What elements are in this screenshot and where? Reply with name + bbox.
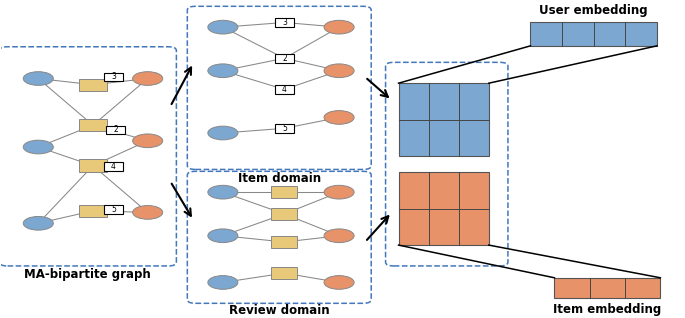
Text: MA-bipartite graph: MA-bipartite graph: [25, 268, 151, 281]
Text: 4: 4: [282, 85, 287, 94]
FancyBboxPatch shape: [104, 162, 123, 171]
Text: 2: 2: [282, 54, 287, 63]
Circle shape: [23, 72, 53, 85]
FancyBboxPatch shape: [554, 278, 660, 298]
FancyBboxPatch shape: [79, 119, 107, 131]
FancyBboxPatch shape: [0, 47, 176, 266]
Circle shape: [208, 185, 238, 199]
FancyBboxPatch shape: [275, 54, 294, 63]
FancyBboxPatch shape: [271, 186, 297, 198]
FancyBboxPatch shape: [271, 267, 297, 279]
FancyBboxPatch shape: [275, 124, 294, 133]
Circle shape: [23, 217, 53, 230]
Text: User embedding: User embedding: [539, 3, 648, 17]
Circle shape: [133, 72, 163, 85]
FancyBboxPatch shape: [386, 62, 508, 266]
FancyBboxPatch shape: [79, 79, 107, 91]
Circle shape: [208, 64, 238, 78]
Circle shape: [324, 229, 354, 243]
Text: 2: 2: [113, 125, 118, 135]
Text: Item domain: Item domain: [238, 172, 321, 185]
Text: 4: 4: [111, 162, 116, 171]
FancyBboxPatch shape: [275, 18, 294, 27]
Circle shape: [208, 20, 238, 34]
Circle shape: [324, 111, 354, 124]
Circle shape: [324, 276, 354, 289]
Text: Review domain: Review domain: [229, 304, 329, 317]
Circle shape: [23, 140, 53, 154]
FancyBboxPatch shape: [399, 83, 489, 156]
Text: 5: 5: [111, 205, 116, 214]
FancyBboxPatch shape: [399, 172, 489, 245]
FancyBboxPatch shape: [79, 204, 107, 217]
FancyBboxPatch shape: [275, 85, 294, 94]
FancyBboxPatch shape: [104, 73, 123, 81]
FancyBboxPatch shape: [187, 171, 371, 303]
Circle shape: [324, 185, 354, 199]
Circle shape: [208, 126, 238, 140]
FancyBboxPatch shape: [530, 23, 657, 46]
FancyBboxPatch shape: [79, 159, 107, 172]
Text: 3: 3: [282, 18, 287, 27]
Circle shape: [208, 276, 238, 289]
Text: 5: 5: [282, 124, 287, 133]
Circle shape: [133, 134, 163, 148]
Text: Item embedding: Item embedding: [553, 303, 662, 316]
FancyBboxPatch shape: [271, 208, 297, 220]
Text: 3: 3: [111, 73, 116, 81]
FancyBboxPatch shape: [187, 6, 371, 169]
FancyBboxPatch shape: [271, 236, 297, 248]
Circle shape: [133, 205, 163, 219]
Circle shape: [324, 64, 354, 78]
FancyBboxPatch shape: [104, 205, 123, 214]
Circle shape: [324, 20, 354, 34]
FancyBboxPatch shape: [106, 126, 125, 134]
Circle shape: [208, 229, 238, 243]
